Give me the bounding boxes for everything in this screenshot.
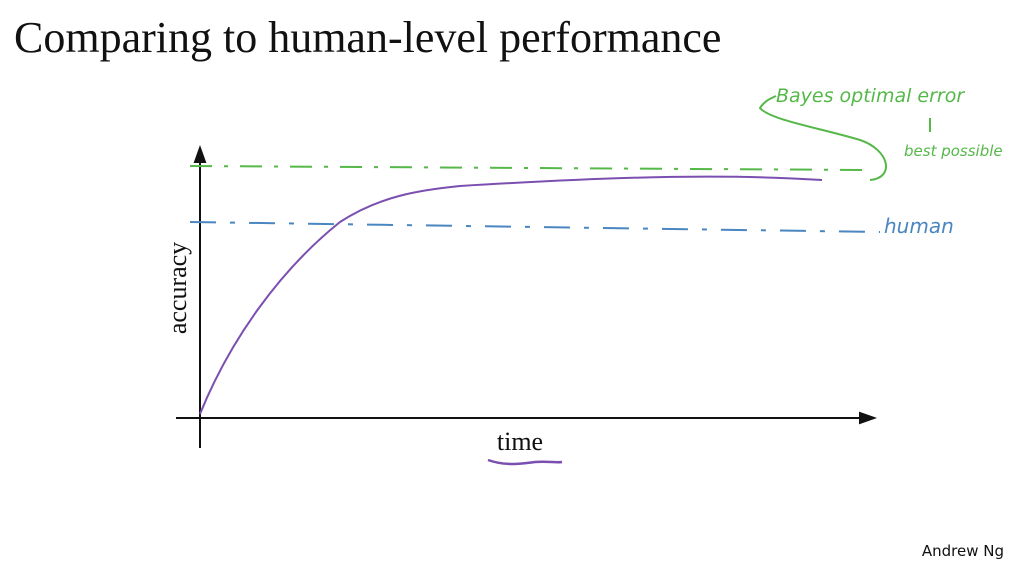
bayes-brace	[758, 95, 887, 181]
x-arrow	[859, 411, 877, 425]
bayes-label: Bayes optimal error	[776, 85, 965, 107]
slide-title: Comparing to human-level performance	[14, 13, 721, 62]
axes	[176, 145, 877, 448]
performance-curve	[199, 175, 823, 415]
y-arrow	[193, 145, 207, 163]
footer: Andrew Ng	[922, 542, 1004, 560]
human-line	[189, 221, 881, 233]
human-label: human	[884, 214, 954, 238]
bayes-note: best possible	[904, 142, 1003, 160]
y-axis-label: accuracy	[163, 242, 192, 334]
bayes-line	[189, 165, 871, 171]
x-axis-label: time	[497, 427, 543, 456]
x-label-underline	[487, 458, 563, 466]
